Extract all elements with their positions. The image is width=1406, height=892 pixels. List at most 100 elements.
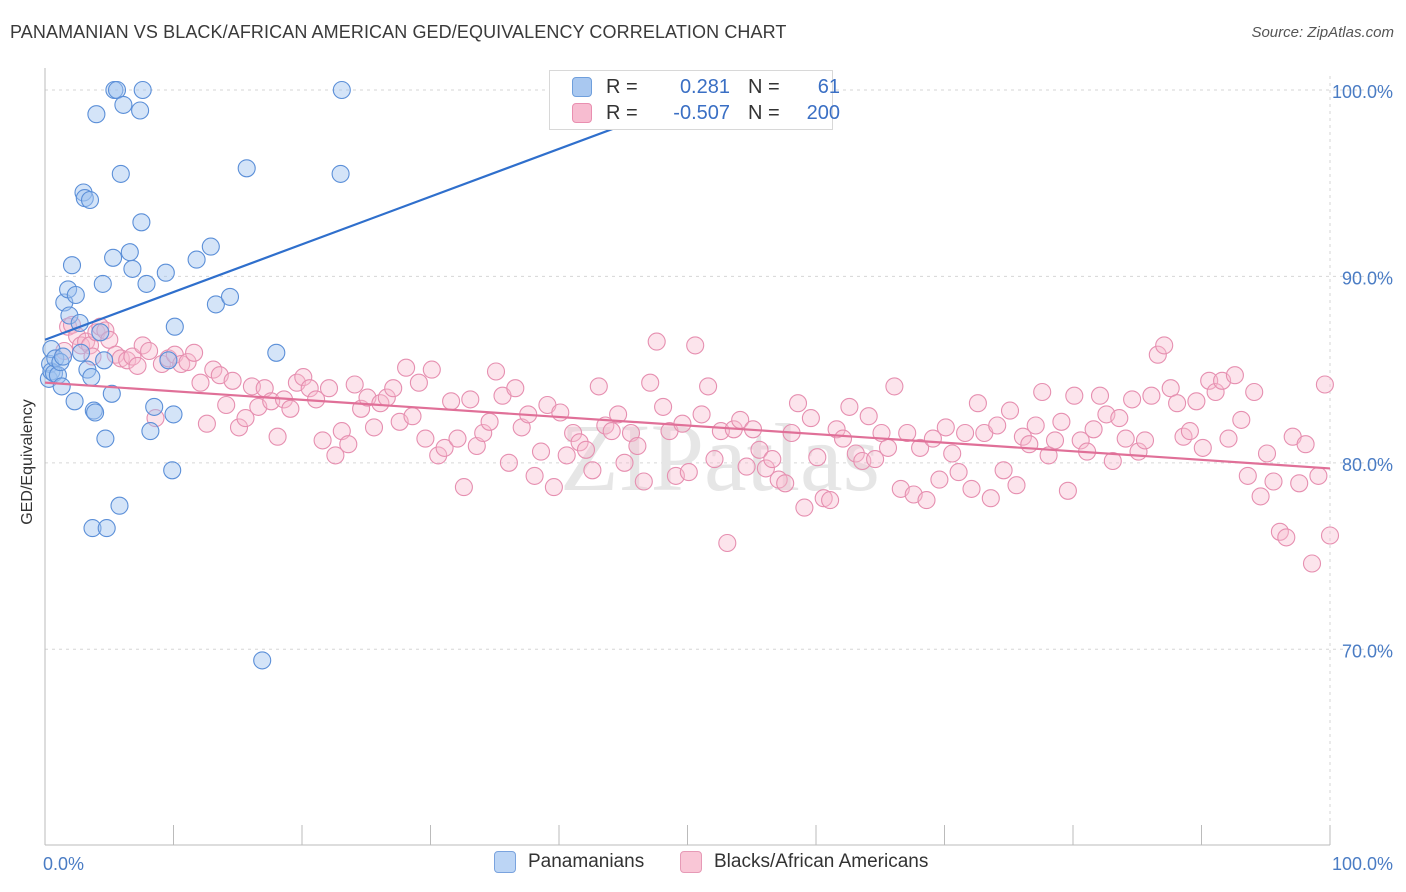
point-black	[570, 433, 589, 452]
stats-legend: R = 0.281 N = 61 R = -0.507 N = 200	[549, 70, 840, 130]
point-black	[480, 412, 499, 431]
x-tick-label-max: 100.0%	[1332, 854, 1393, 874]
point-panamanian	[133, 80, 152, 100]
point-black	[128, 356, 147, 375]
r-value: -0.507	[673, 101, 730, 124]
point-black	[589, 377, 608, 396]
point-black	[994, 461, 1013, 480]
point-panamanian	[253, 651, 272, 670]
point-panamanian	[52, 377, 71, 396]
point-black	[988, 416, 1007, 435]
point-panamanian	[87, 105, 106, 124]
point-black	[339, 435, 358, 454]
point-black	[795, 498, 814, 517]
legend-item-panamanians: Panamanians	[494, 851, 644, 873]
source-label: Source: ZipAtlas.com	[1251, 24, 1394, 41]
point-black	[442, 392, 461, 411]
point-black	[840, 397, 859, 416]
point-panamanian	[164, 405, 183, 424]
point-black	[1020, 435, 1039, 454]
point-black	[1026, 416, 1045, 435]
legend-swatch-blue	[494, 851, 516, 873]
point-black	[981, 489, 1000, 508]
point-black	[737, 457, 756, 476]
point-black	[429, 446, 448, 465]
point-black	[191, 373, 210, 392]
point-panamanian	[60, 306, 79, 325]
point-black	[1257, 444, 1277, 463]
point-black	[634, 472, 653, 491]
stats-row-black: R = -0.507 N = 200	[550, 100, 840, 126]
point-panamanian	[114, 95, 133, 114]
point-black	[422, 360, 441, 379]
point-black	[917, 491, 936, 510]
point-panamanian	[187, 250, 206, 269]
point-black	[435, 438, 454, 457]
stats-row-panamanians: R = 0.281 N = 61	[550, 74, 840, 100]
point-black	[1187, 392, 1206, 411]
n-value: 61	[817, 75, 840, 98]
point-panamanian	[165, 317, 184, 336]
point-black	[1232, 410, 1251, 429]
point-black	[506, 379, 525, 398]
point-black	[930, 470, 949, 489]
point-black	[123, 347, 142, 366]
point-panamanian	[156, 263, 175, 282]
point-panamanian	[96, 429, 115, 448]
point-panamanian	[107, 80, 127, 100]
point-black	[448, 429, 467, 448]
point-panamanian	[102, 384, 121, 403]
point-black	[1084, 420, 1103, 439]
point-black	[866, 450, 885, 469]
point-black	[750, 440, 769, 459]
point-black	[1013, 427, 1032, 446]
point-panamanian	[62, 256, 82, 275]
point-black	[1264, 472, 1283, 491]
point-black	[576, 440, 596, 459]
point-black	[499, 453, 518, 472]
point-black	[776, 474, 795, 493]
point-black	[756, 459, 775, 478]
point-black	[294, 368, 313, 387]
point-black	[403, 407, 422, 426]
y-tick-label: 100.0%	[1332, 82, 1393, 102]
point-black	[1238, 466, 1257, 485]
point-black	[397, 358, 416, 377]
point-black	[1071, 431, 1090, 450]
point-black	[544, 478, 563, 497]
point-black	[609, 405, 628, 424]
point-black	[846, 444, 865, 463]
legend-label: Blacks/African Americans	[714, 851, 929, 872]
point-panamanian	[237, 159, 256, 178]
point-black	[1168, 394, 1187, 413]
grid-lines	[45, 76, 1390, 845]
point-panamanian	[220, 287, 240, 306]
point-black	[531, 442, 551, 461]
y-tick-labels: 70.0% 80.0% 90.0% 100.0%	[1332, 82, 1393, 661]
point-panamanian	[123, 259, 142, 278]
point-black	[564, 423, 583, 443]
point-black	[821, 491, 840, 510]
point-black	[949, 463, 968, 482]
point-black	[1193, 438, 1212, 457]
point-panamanian	[80, 190, 100, 210]
point-black	[763, 450, 782, 469]
point-black	[859, 407, 878, 426]
point-black	[217, 395, 236, 415]
point-black	[1245, 382, 1264, 402]
point-black	[1058, 481, 1077, 500]
point-black	[885, 377, 904, 396]
legend-swatch-pink	[572, 103, 592, 123]
point-panamanian	[111, 164, 130, 183]
point-panamanian	[93, 274, 112, 293]
point-panamanian	[131, 101, 150, 120]
point-panamanian	[104, 248, 123, 267]
point-panamanian	[159, 351, 178, 370]
point-panamanian	[206, 295, 225, 314]
point-black	[1103, 451, 1122, 471]
point-black	[943, 444, 962, 463]
point-black	[364, 418, 384, 437]
point-black	[100, 330, 119, 349]
point-panamanian	[110, 496, 129, 515]
chart-title: PANAMANIAN VS BLACK/AFRICAN AMERICAN GED…	[10, 22, 787, 42]
